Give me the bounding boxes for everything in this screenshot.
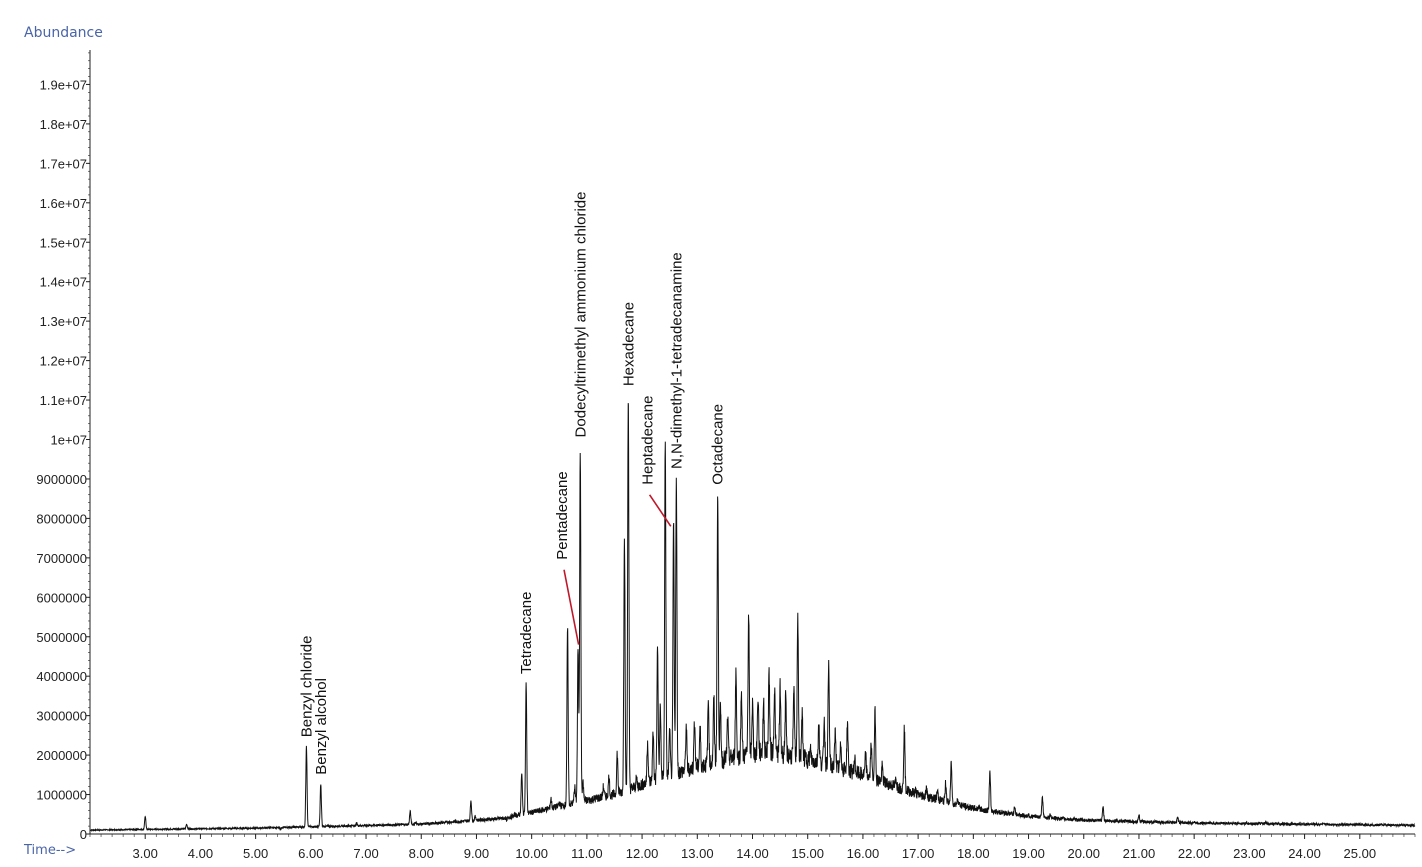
y-tick-label: 2000000 [36,748,87,763]
y-tick-label: 3000000 [36,709,87,724]
y-tick-label: 1.8e+07 [40,117,87,132]
y-tick-label: 1.6e+07 [40,196,87,211]
y-tick-label: 1000000 [36,788,87,803]
x-tick-label: 21.00 [1123,846,1156,861]
x-tick-label: 17.00 [902,846,935,861]
y-tick-label: 8000000 [36,511,87,526]
x-tick-label: 8.00 [409,846,434,861]
x-tick-label: 7.00 [353,846,378,861]
y-tick-label: 6000000 [36,590,87,605]
x-tick-label: 13.00 [681,846,714,861]
x-tick-label: 16.00 [847,846,880,861]
x-ticks-group: 3.00 4.00 5.00 6.00 7.00 8.00 9.00 10.00 11.00 12… [89,834,1416,861]
peak-annotation-label: Dodecyltrimethyl ammonium chloride [572,192,589,438]
x-axis-title: Time--> [24,843,77,858]
x-tick-label: 9.00 [464,846,489,861]
x-tick-label: 22.00 [1178,846,1211,861]
y-tick-label: 7000000 [36,551,87,566]
peak-annotation-label: Benzyl chloride [298,636,315,738]
y-tick-label: 1.9e+07 [40,77,87,92]
y-ticks-group: 0 1000000 2000000 3000000 4000000 5000000 6000… [36,52,90,842]
x-tick-label: 6.00 [298,846,323,861]
y-tick-label: 1.5e+07 [40,235,87,250]
y-tick-label: 5000000 [36,630,87,645]
annotation-pointer [563,569,580,645]
x-tick-label: 15.00 [791,846,824,861]
x-tick-label: 20.00 [1067,846,1100,861]
peak-annotation-label: Octadecane [710,404,727,485]
y-tick-label: 4000000 [36,669,87,684]
chromatogram-trace [89,403,1416,833]
x-tick-label: 24.00 [1288,846,1321,861]
x-tick-label: 18.00 [957,846,990,861]
x-tick-label: 11.00 [571,846,603,861]
x-tick-label: 12.00 [626,846,659,861]
peak-annotation-label: N,N-dimethyl-1-tetradecanamine [668,252,685,469]
y-axis-title: Abundance [24,25,103,41]
x-tick-label: 19.00 [1012,846,1045,861]
y-tick-label: 9000000 [36,472,87,487]
x-tick-label: 25.00 [1344,846,1377,861]
y-tick-label: 1.3e+07 [40,314,87,329]
peak-annotation-label: Tetradecane [518,592,535,675]
y-tick-label: 1e+07 [50,433,87,448]
x-tick-label: 23.00 [1233,846,1266,861]
trace-group [89,403,1416,833]
x-tick-label: 4.00 [188,846,213,861]
peak-annotation-label: Heptadecane [640,396,657,485]
y-tick-label: 0 [80,827,87,842]
y-tick-label: 1.2e+07 [40,354,87,369]
x-tick-label: 5.00 [243,846,268,861]
x-tick-label: 10.00 [515,846,548,861]
x-tick-label: 14.00 [736,846,769,861]
peak-annotation-label: Hexadecane [620,302,637,386]
y-tick-label: 1.4e+07 [40,275,87,290]
annotation-pointer [648,494,672,527]
peak-annotation-label: Benzyl alcohol [313,678,330,775]
y-tick-label: 1.7e+07 [40,156,87,171]
x-tick-label: 3.00 [133,846,158,861]
peak-annotation-label: Pentadecane [554,471,571,559]
y-tick-label: 1.1e+07 [40,393,87,408]
